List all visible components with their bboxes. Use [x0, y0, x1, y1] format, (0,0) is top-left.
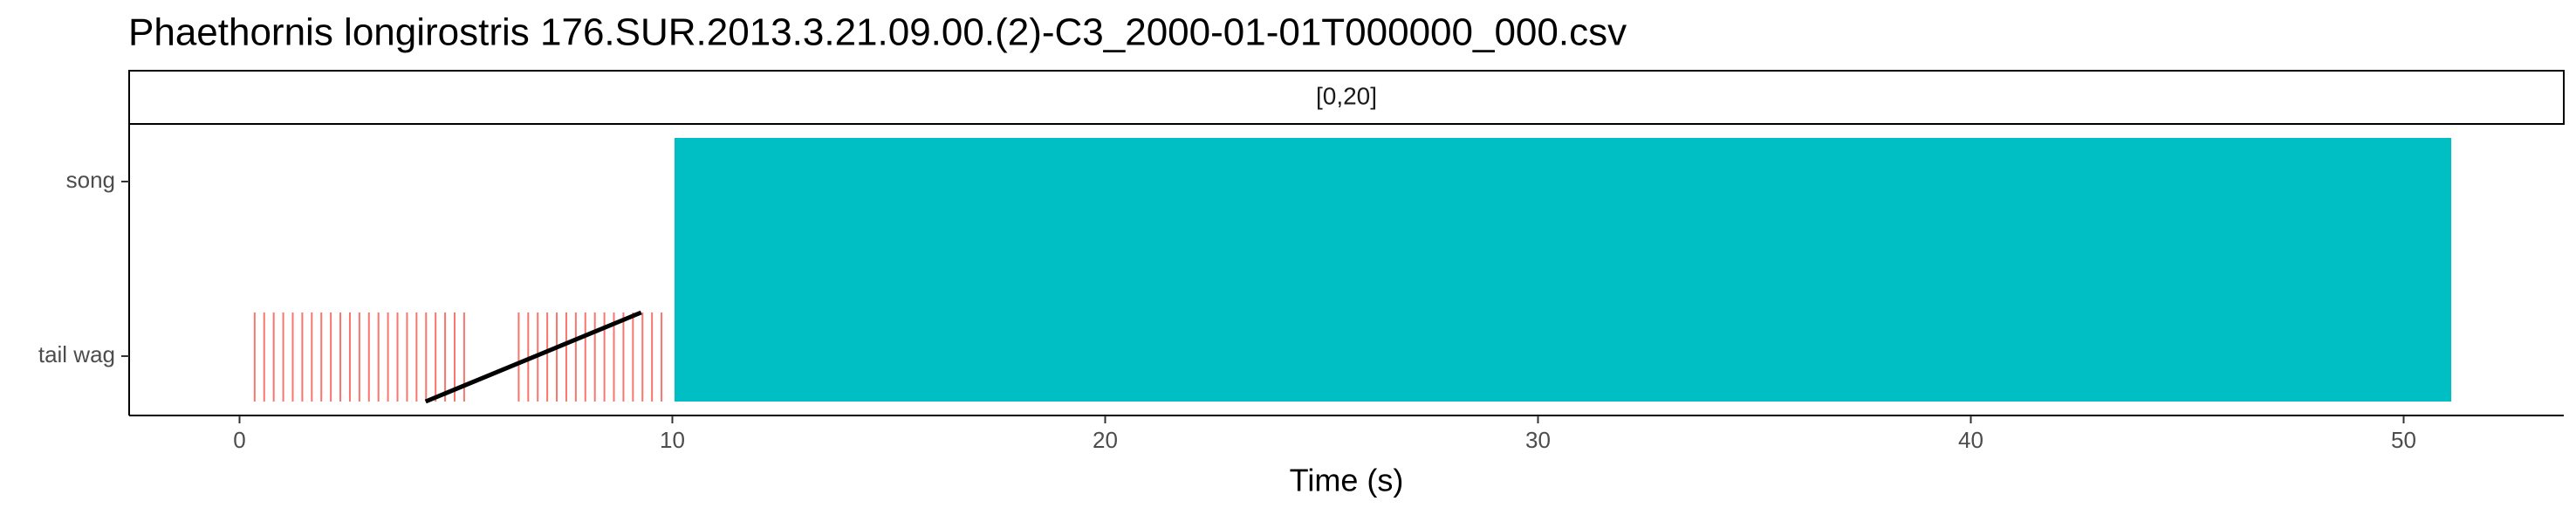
x-tick-label: 0 [233, 427, 245, 453]
x-tick-label: 50 [2391, 427, 2416, 453]
x-tick-label: 30 [1525, 427, 1551, 453]
x-tick-label: 20 [1093, 427, 1118, 453]
trend-line [424, 310, 642, 404]
interval [674, 138, 2452, 402]
y-tick-label: tail wag [38, 341, 115, 367]
x-tick-label: 10 [660, 427, 685, 453]
x-axis-title: Time (s) [1290, 463, 1404, 498]
facet-strip [128, 70, 2565, 125]
strip-label: [0,20] [1316, 82, 1377, 109]
chart-title: Phaethornis longirostris 176.SUR.2013.3.… [128, 11, 1627, 54]
y-tick-label: song [66, 167, 115, 193]
x-tick-label: 40 [1958, 427, 1983, 453]
